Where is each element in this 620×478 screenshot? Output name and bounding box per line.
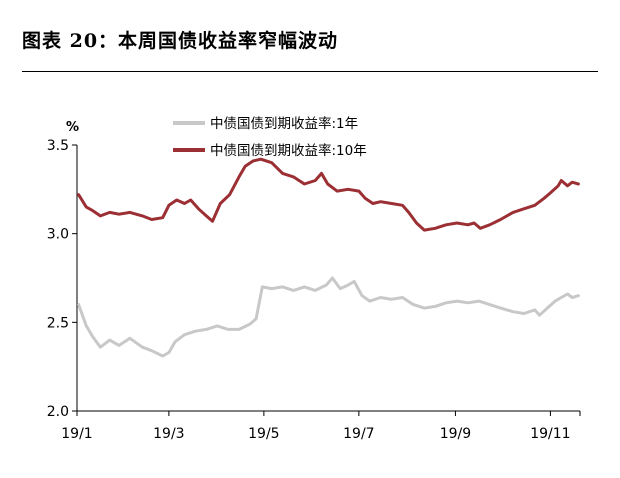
x-tick-label: 19/7	[343, 426, 374, 442]
legend-label: 中债国债到期收益率:10年	[210, 142, 367, 159]
series-line-1y	[77, 276, 580, 358]
series-layer	[77, 157, 580, 358]
x-tick-label: 19/3	[153, 426, 184, 442]
y-axis-unit-label: %	[66, 120, 79, 135]
x-axis: 19/1 19/3 19/5 19/7 19/9 19/11	[61, 410, 581, 442]
x-tick-label: 19/9	[440, 426, 471, 442]
title-rule	[22, 71, 598, 72]
y-tick-label: 2.0	[47, 404, 69, 420]
figure-title: 图表 20：本周国债收益率窄幅波动	[22, 30, 339, 52]
series-line-10y	[77, 157, 580, 232]
y-tick-label: 2.5	[47, 315, 69, 331]
x-tick-label: 19/5	[248, 426, 279, 442]
x-tick-label: 19/1	[61, 426, 92, 442]
y-tick-label: 3.5	[47, 138, 69, 154]
legend-label: 中债国债到期收益率:1年	[210, 115, 358, 132]
x-tick-label: 19/11	[530, 426, 570, 442]
y-axis: 2.0 2.5 3.0 3.5	[47, 138, 78, 420]
y-tick-label: 3.0	[47, 227, 69, 243]
